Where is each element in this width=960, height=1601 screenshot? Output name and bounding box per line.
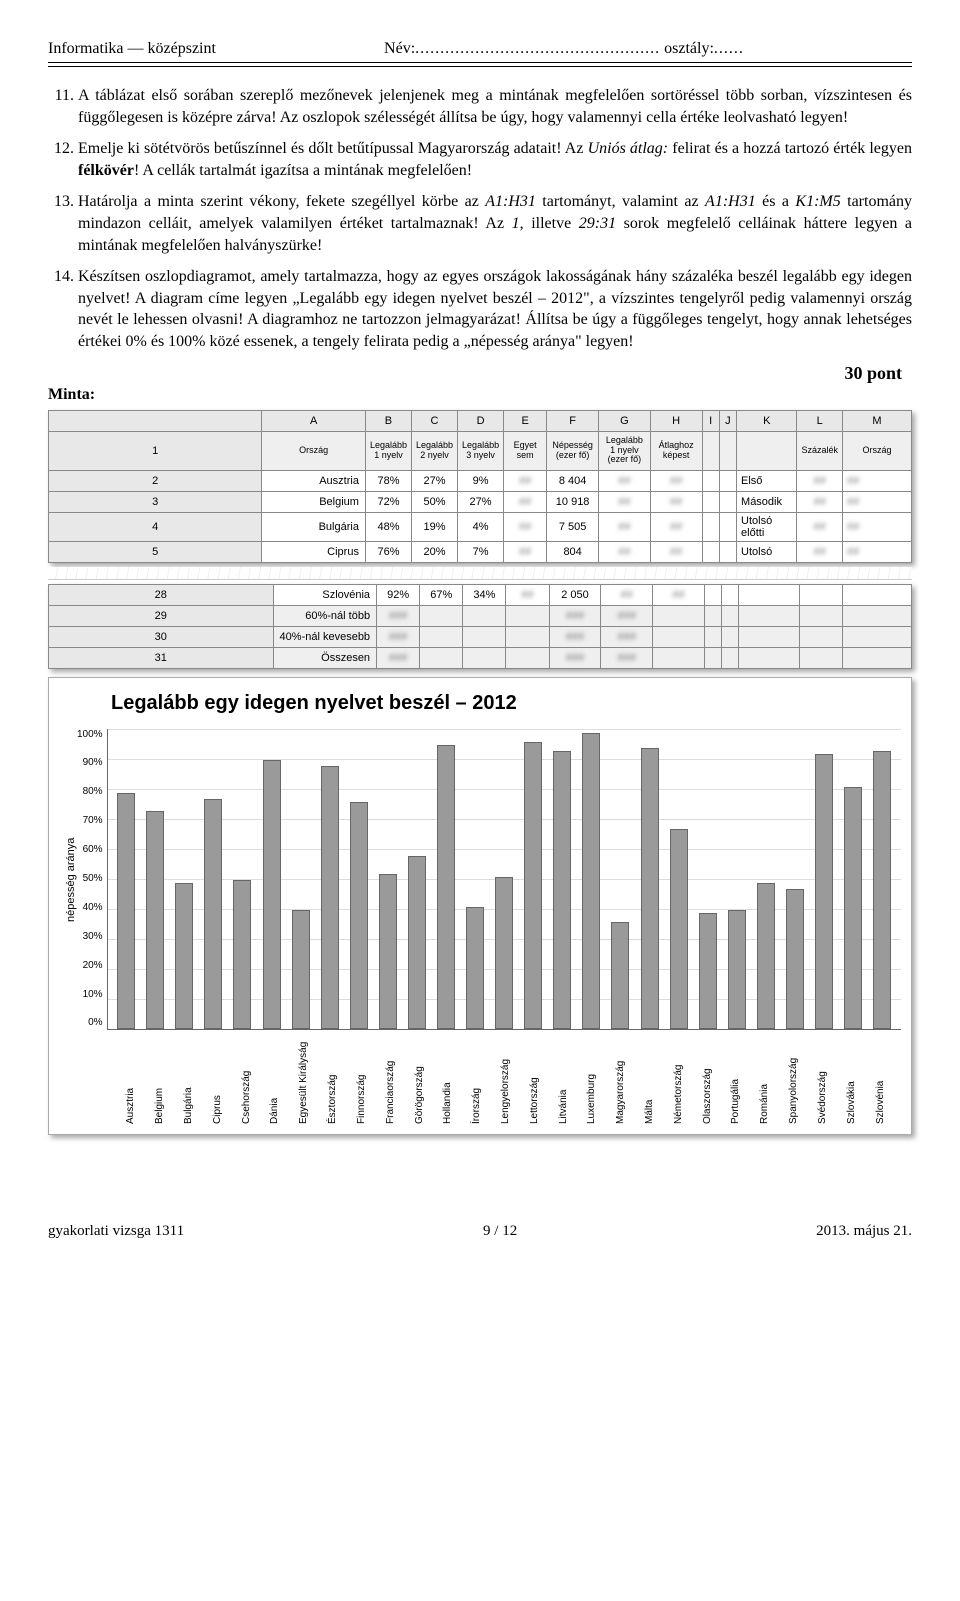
chart-x-label: Bulgária [183,1034,199,1124]
chart-x-label: Luxemburg [586,1034,602,1124]
chart-x-label: Szlovákia [846,1034,862,1124]
chart-bar [728,910,746,1029]
chart-x-label: Finnország [356,1034,372,1124]
task-item: Határolja a minta szerint vékony, fekete… [78,191,912,256]
task-item: Készítsen oszlopdiagramot, amely tartalm… [78,266,912,352]
chart-x-label: Litvánia [558,1034,574,1124]
chart-bar [670,829,688,1029]
task-item: Emelje ki sötétvörös betűszínnel és dőlt… [78,138,912,181]
sample-label: Minta: [48,386,912,404]
chart-bar [786,889,804,1029]
footer-right: 2013. május 21. [816,1223,912,1240]
chart-bar [233,880,251,1029]
chart-bar [321,766,339,1029]
chart-x-label: Belgium [154,1034,170,1124]
chart-title: Legalább egy idegen nyelvet beszél – 201… [111,692,901,715]
chart-x-label: Görögország [414,1034,430,1124]
spreadsheet-table-top: ABCDEFGHIJKLM1OrszágLegalább 1 nyelvLega… [48,410,912,563]
chart-bar [437,745,455,1029]
chart-bar [466,907,484,1029]
chart-x-label: Svédország [817,1034,833,1124]
chart-bar [146,811,164,1029]
chart-bar [495,877,513,1029]
chart-x-label: Szlovénia [875,1034,891,1124]
chart-x-label: Ausztria [125,1034,141,1124]
chart-x-label: Ciprus [212,1034,228,1124]
chart-bar [844,787,862,1029]
chart-bar [815,754,833,1029]
chart-bars [108,729,901,1029]
chart-x-label: Németország [673,1034,689,1124]
page-header: Informatika — középszint Név:...........… [48,40,912,58]
chart-bar [611,922,629,1029]
chart-bar [641,748,659,1029]
chart-x-label: Csehország [241,1034,257,1124]
chart-bar [699,913,717,1029]
chart-bar [524,742,542,1029]
chart-card: Legalább egy idegen nyelvet beszél – 201… [48,677,912,1135]
chart-bar [553,751,571,1029]
spreadsheet-table-bottom: 28Szlovénia92%67%34%##2 050####2960%-nál… [48,584,912,669]
chart-plot-area [107,729,901,1030]
task-list: A táblázat első sorában szereplő mezőnev… [48,85,912,353]
chart-bar [408,856,426,1029]
chart-x-label: Portugália [730,1034,746,1124]
chart-x-label: Írország [471,1034,487,1124]
points-badge: 30 pont [48,363,902,384]
footer-center: 9 / 12 [483,1223,517,1240]
chart-x-label: Észtország [327,1034,343,1124]
chart-bar [263,760,281,1029]
header-name-field: Név:....................................… [216,40,912,58]
chart-y-label: népesség aránya [59,729,77,1030]
chart-x-label: Olaszország [702,1034,718,1124]
footer-left: gyakorlati vizsga 1311 [48,1223,184,1240]
chart-x-label: Lengyelország [500,1034,516,1124]
spreadsheet-top: ABCDEFGHIJKLM1OrszágLegalább 1 nyelvLega… [48,410,912,563]
page-footer: gyakorlati vizsga 1311 9 / 12 2013. máju… [48,1223,912,1240]
torn-edge [48,567,912,580]
task-item: A táblázat első sorában szereplő mezőnev… [78,85,912,128]
chart-body: népesség aránya 100%90%80%70%60%50%40%30… [59,729,901,1030]
chart-bar [117,793,135,1029]
chart-x-label: Egyesült Királyság [298,1034,314,1124]
header-subject: Informatika — középszint [48,40,216,58]
chart-x-label: Románia [759,1034,775,1124]
chart-bar [757,883,775,1029]
chart-x-label: Hollandia [442,1034,458,1124]
header-rule [48,62,912,67]
spreadsheet-bottom: 28Szlovénia92%67%34%##2 050####2960%-nál… [48,584,912,669]
chart-x-label: Magyarország [615,1034,631,1124]
chart-x-label: Franciaország [385,1034,401,1124]
chart-bar [175,883,193,1029]
chart-bar [350,802,368,1029]
chart-bar [292,910,310,1029]
chart-bar [379,874,397,1029]
chart-bar [873,751,891,1029]
chart-y-axis: 100%90%80%70%60%50%40%30%20%10%0% [77,729,107,1029]
chart-bar [204,799,222,1029]
chart-bar [582,733,600,1029]
chart-x-label: Spanyolország [788,1034,804,1124]
chart-x-axis: Ausztria Belgium Bulgária Ciprus Csehország D… [115,1034,901,1124]
chart-x-label: Lettország [529,1034,545,1124]
chart-x-label: Dánia [269,1034,285,1124]
chart-x-label: Málta [644,1034,660,1124]
